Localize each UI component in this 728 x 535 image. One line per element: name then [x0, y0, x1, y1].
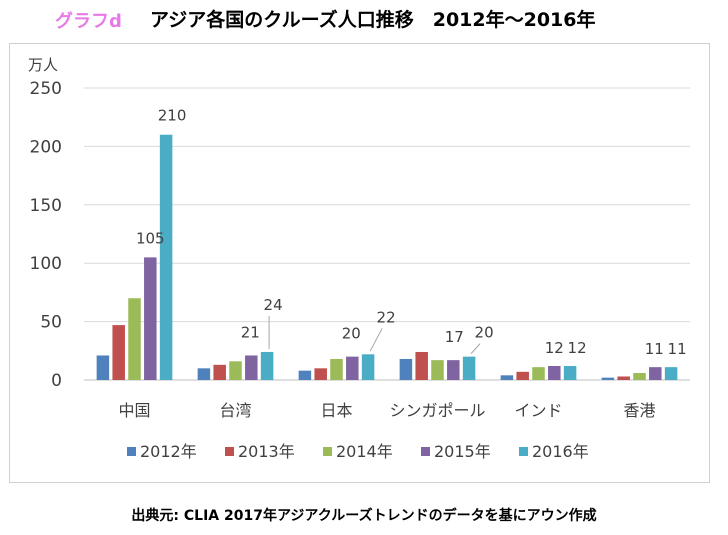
y-tick-label: 250	[30, 79, 62, 99]
bar	[532, 367, 545, 380]
legend-label: 2016年	[532, 442, 589, 461]
x-category-label: シンガポール	[389, 401, 485, 420]
bar	[112, 325, 125, 380]
bar	[548, 365, 561, 380]
legend-label: 2014年	[336, 442, 393, 461]
legend-label: 2013年	[238, 442, 295, 461]
data-label-leader	[369, 328, 383, 352]
y-tick-label: 200	[30, 137, 62, 157]
bar	[159, 134, 173, 380]
bar	[144, 257, 157, 380]
bar	[664, 367, 678, 380]
bar	[314, 368, 327, 380]
bar	[213, 364, 226, 380]
data-label: 105	[136, 229, 165, 247]
legend-swatch	[127, 447, 136, 456]
data-label: 24	[264, 296, 283, 314]
bar	[462, 356, 476, 380]
x-category-label: 台湾	[219, 401, 251, 420]
data-label: 22	[377, 308, 396, 326]
data-label: 11	[668, 340, 687, 358]
y-tick-label: 50	[40, 313, 62, 333]
data-label: 12	[568, 339, 587, 357]
bar	[128, 298, 141, 380]
bar	[633, 372, 646, 380]
legend-label: 2015年	[434, 442, 491, 461]
bar	[260, 351, 274, 380]
data-label: 12	[545, 339, 564, 357]
source-note: 出典元: CLIA 2017年アジアクルーズトレンドのデータを基にアウン作成	[131, 508, 597, 524]
bar	[361, 354, 375, 380]
bar	[500, 375, 514, 380]
data-label: 210	[158, 107, 187, 125]
legend-swatch	[421, 447, 430, 456]
data-label: 20	[342, 325, 361, 343]
x-category-label: 中国	[118, 401, 150, 420]
bar	[399, 358, 413, 380]
bar	[96, 355, 110, 380]
chart-title: アジア各国のクルーズ人口推移 2012年～2016年	[150, 9, 596, 31]
legend-swatch	[225, 447, 234, 456]
legend-swatch	[323, 447, 332, 456]
data-label-leader	[470, 343, 481, 354]
data-label: 17	[445, 328, 464, 346]
data-label: 21	[241, 323, 260, 341]
bar	[229, 361, 242, 380]
y-tick-label: 150	[30, 196, 62, 216]
bar	[601, 377, 615, 380]
graph-tag: グラフd	[55, 11, 122, 32]
x-category-label: インド	[514, 401, 562, 420]
bar	[346, 356, 359, 380]
x-category-label: 日本	[320, 401, 352, 420]
y-tick-label: 0	[51, 371, 62, 391]
bar	[330, 358, 343, 380]
y-tick-label: 100	[30, 254, 62, 274]
legend-label: 2012年	[140, 442, 197, 461]
bar	[563, 365, 577, 380]
bar	[447, 360, 460, 380]
bar	[415, 351, 428, 380]
bar	[649, 367, 662, 380]
y-axis-label: 万人	[28, 56, 58, 74]
bar	[298, 370, 312, 380]
data-label: 20	[475, 324, 494, 342]
bar	[516, 371, 529, 380]
legend-swatch	[519, 447, 528, 456]
data-label: 11	[645, 340, 664, 358]
bar	[617, 376, 630, 380]
bar	[431, 360, 444, 380]
x-category-label: 香港	[623, 401, 655, 420]
bar	[245, 355, 258, 380]
bar	[197, 368, 211, 380]
